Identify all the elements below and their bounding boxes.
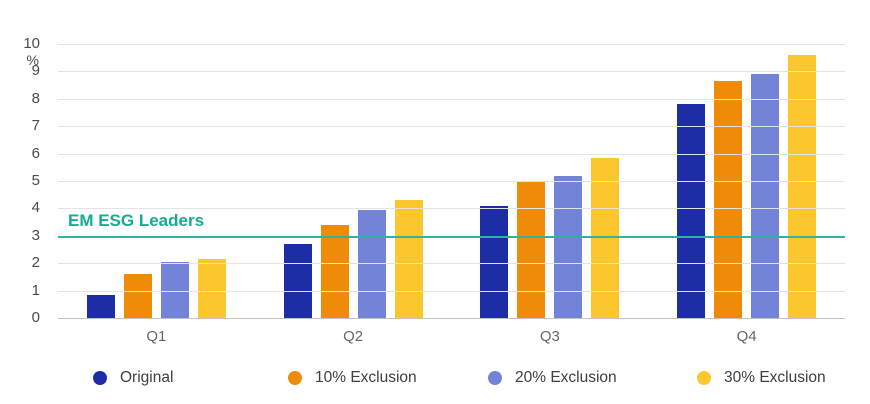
gridline — [58, 44, 845, 45]
legend-swatch-icon — [488, 371, 502, 385]
legend-swatch-icon — [697, 371, 711, 385]
gridline — [58, 153, 845, 155]
gridline — [58, 263, 845, 265]
plot-area: EM ESG Leaders — [58, 44, 845, 319]
y-tick-label: 4 — [31, 199, 40, 217]
legend-item-original: Original — [93, 368, 173, 388]
bar-20-exclusion-q4 — [751, 74, 780, 318]
gridline — [58, 290, 845, 292]
bar-10-exclusion-q1 — [123, 274, 152, 318]
bar-10-exclusion-q3 — [517, 182, 546, 318]
x-axis-label-q1: Q1 — [146, 328, 167, 345]
bar-groups — [58, 44, 845, 318]
legend-swatch-icon — [93, 371, 107, 385]
y-tick-label: 5 — [31, 172, 40, 189]
bar-30-exclusion-q2 — [394, 200, 423, 318]
y-tick-label: 6 — [31, 144, 40, 162]
y-tick-label: 1 — [31, 281, 40, 299]
y-tick-label: 2 — [31, 254, 40, 272]
bar-group-q2 — [255, 44, 452, 318]
bar-10-exclusion-q2 — [320, 224, 349, 318]
bar-20-exclusion-q1 — [160, 261, 189, 318]
legend-swatch-icon — [288, 371, 302, 385]
legend-item-30-exclusion: 30% Exclusion — [697, 368, 826, 388]
y-axis-unit-label: % — [26, 52, 39, 68]
bar-original-q4 — [677, 104, 706, 318]
bar-original-q3 — [480, 205, 509, 318]
x-axis: Q1 Q2 Q3 Q4 — [58, 328, 845, 345]
bar-original-q1 — [86, 294, 115, 318]
gridline — [58, 126, 845, 128]
legend-label: 10% Exclusion — [315, 369, 417, 386]
gridline — [58, 181, 845, 182]
gridline — [58, 208, 845, 210]
y-tick-label: 3 — [31, 226, 40, 244]
x-axis-label-q3: Q3 — [539, 328, 560, 345]
y-tick-label: 10 — [23, 35, 40, 52]
legend-label: Original — [120, 369, 174, 386]
gridline — [58, 71, 845, 73]
reference-line-label: EM ESG Leaders — [68, 211, 205, 231]
bar-original-q2 — [283, 244, 312, 318]
bar-20-exclusion-q3 — [554, 175, 583, 318]
y-tick-label: 0 — [31, 309, 40, 326]
bar-10-exclusion-q4 — [714, 81, 743, 318]
bar-30-exclusion-q4 — [788, 54, 817, 318]
y-axis: % 0 1 2 3 4 5 6 7 8 9 10 — [0, 36, 44, 326]
bar-group-q1 — [58, 44, 255, 318]
x-axis-baseline — [58, 318, 845, 319]
y-tick-label: 8 — [31, 89, 40, 107]
gridline — [58, 98, 845, 100]
y-tick-label: 9 — [31, 62, 40, 80]
legend-item-10-exclusion: 10% Exclusion — [288, 368, 417, 388]
legend-label: 30% Exclusion — [724, 369, 826, 386]
legend-item-20-exclusion: 20% Exclusion — [488, 368, 617, 388]
bar-30-exclusion-q1 — [197, 259, 226, 318]
legend-label: 20% Exclusion — [515, 369, 617, 386]
reference-line — [58, 236, 845, 239]
y-tick-label: 7 — [31, 117, 40, 135]
x-axis-label-q4: Q4 — [736, 328, 757, 345]
x-axis-label-q2: Q2 — [343, 328, 364, 345]
legend: Original 10% Exclusion 20% Exclusion 30% Ex… — [0, 368, 870, 392]
